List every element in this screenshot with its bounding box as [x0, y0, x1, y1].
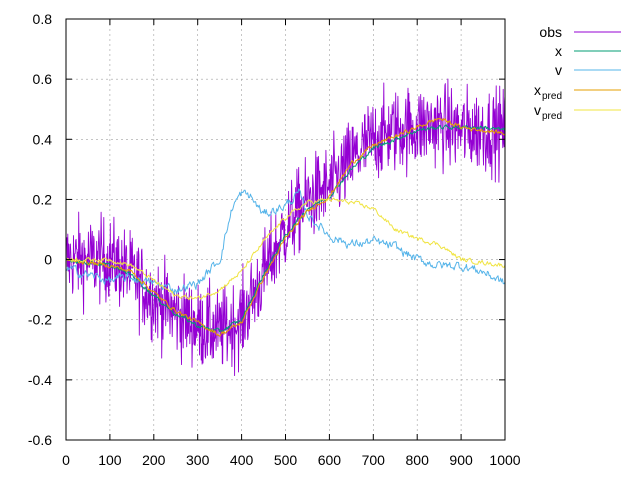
legend-label-main: v [534, 102, 541, 118]
y-tick-label: -0.4 [28, 372, 52, 388]
x-tick-label: 300 [186, 452, 210, 468]
x-tick-label: 400 [230, 452, 254, 468]
y-tick-label: 0.2 [33, 191, 53, 207]
x-tick-label: 700 [362, 452, 386, 468]
x-tick-label: 200 [142, 452, 166, 468]
x-tick-label: 100 [98, 452, 122, 468]
legend-entry-v-pred: vpred [534, 102, 621, 122]
x-tick-label: 900 [449, 452, 473, 468]
series-line-obs [65, 78, 506, 377]
legend-label: vpred [534, 102, 562, 122]
series-line-v [65, 188, 506, 295]
legend-label: v [555, 62, 562, 78]
series-layer [65, 78, 506, 377]
legend-label-sub: pred [542, 91, 562, 102]
y-tick-label: 0.6 [33, 71, 53, 87]
x-tick-label: 600 [318, 452, 342, 468]
legend-entry-x-pred: xpred [534, 82, 621, 102]
legend-label: x [555, 43, 562, 59]
legend-entry-obs: obs [539, 24, 621, 40]
y-tick-label: -0.6 [28, 432, 52, 448]
x-tick-label: 800 [406, 452, 430, 468]
grid [66, 19, 505, 440]
legend-entry-x: x [555, 43, 621, 59]
y-tick-label: 0.8 [33, 11, 53, 27]
legend-label: obs [539, 24, 562, 40]
legend-label-sub: pred [542, 111, 562, 122]
x-tick-label: 1000 [489, 452, 520, 468]
legend-label-main: x [534, 82, 541, 98]
series-line-v-pred [65, 197, 506, 301]
x-tick-label: 500 [274, 452, 298, 468]
ticks: 0 100 200 300 400 500 600 700 800 900 1000 -0.6 -0.4… [28, 11, 521, 468]
series-line-x [65, 124, 506, 333]
x-tick-label: 0 [62, 452, 70, 468]
y-tick-label: -0.2 [28, 312, 52, 328]
legend-entry-v: v [555, 62, 621, 78]
legend-label: xpred [534, 82, 562, 102]
y-tick-label: 0 [44, 252, 52, 268]
series-line-x-pred [65, 117, 506, 337]
y-tick-label: 0.4 [33, 131, 53, 147]
